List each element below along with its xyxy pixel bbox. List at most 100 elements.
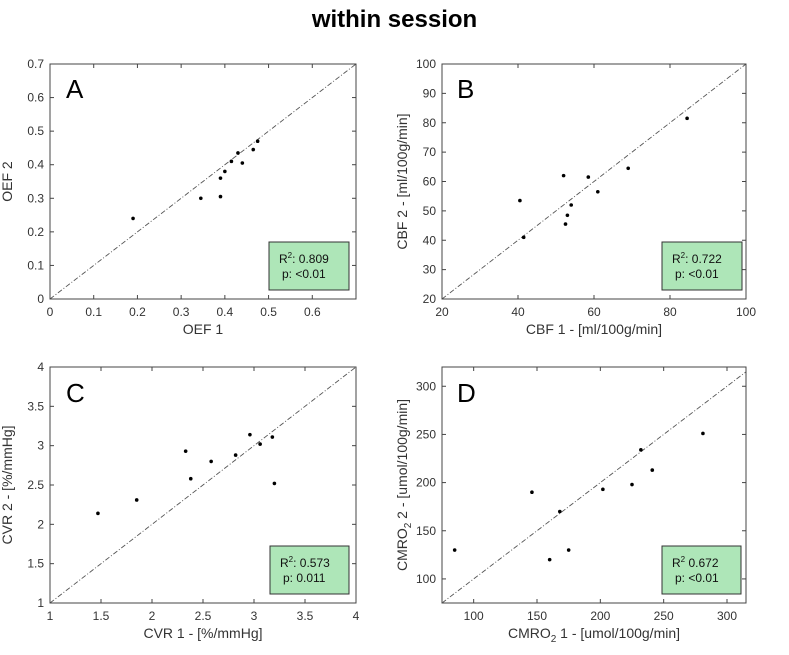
data-point xyxy=(547,557,552,562)
x-tick-label: 0.1 xyxy=(85,305,102,319)
y-tick-label: 250 xyxy=(416,427,436,441)
panel-label: A xyxy=(66,74,84,104)
data-point xyxy=(134,498,139,502)
r-squared-value: : 0.722 xyxy=(685,252,722,266)
data-point xyxy=(223,169,227,174)
data-point xyxy=(566,548,571,552)
x-tick-label: 300 xyxy=(717,609,737,623)
y-tick-label: 30 xyxy=(423,263,437,277)
x-tick-label: 100 xyxy=(736,305,756,319)
x-tick-label: 150 xyxy=(527,609,547,623)
data-point xyxy=(650,468,655,472)
x-tick-label: 0.3 xyxy=(173,305,190,319)
panel-A: 0 0.1 0.2 0.3 0.4 0.5 0.6 0 0.1 0.2 0.3 0.4 0.5 0.6 0.… xyxy=(0,57,357,337)
data-point xyxy=(601,487,605,492)
r-squared-text: R2 0.672 xyxy=(672,555,719,570)
data-point xyxy=(565,213,570,218)
y-tick-label: 200 xyxy=(416,476,436,490)
panel-label: C xyxy=(66,378,85,408)
x-axis-label: CMRO2 1 - [umol/100g/min] xyxy=(508,625,680,645)
stats-box xyxy=(661,241,743,291)
r-squared-value: : 0.573 xyxy=(293,556,330,570)
y-tick-label: 70 xyxy=(423,145,437,159)
r-squared-value: : 0.809 xyxy=(292,252,329,266)
x-tick-label: 1.5 xyxy=(93,609,110,623)
y-tick-label: 0.7 xyxy=(27,57,44,71)
p-value-text: p: <0.01 xyxy=(675,571,719,585)
p-value-text: p: <0.01 xyxy=(675,267,719,281)
data-point xyxy=(248,432,252,437)
data-point xyxy=(240,161,245,165)
figure-title: within session xyxy=(311,6,478,33)
identity-line xyxy=(441,63,747,300)
data-point xyxy=(452,548,457,552)
r-squared-value: 0.672 xyxy=(685,556,719,570)
x-tick-label: 0.5 xyxy=(260,305,277,319)
y-axis-label-sub: 2 xyxy=(403,522,414,528)
r-squared-text: R2: 0.722 xyxy=(672,251,722,266)
y-axis-label: OEF 2 xyxy=(0,161,15,202)
data-point xyxy=(685,116,689,121)
r-squared-text: R2: 0.573 xyxy=(280,555,330,570)
x-axis-label-main: CMRO xyxy=(508,625,551,641)
stats-box xyxy=(269,545,350,595)
data-point xyxy=(251,147,256,152)
data-point xyxy=(183,449,188,453)
data-point xyxy=(229,159,234,164)
plot-area-frame xyxy=(49,63,357,300)
plot-area-frame xyxy=(441,366,747,604)
y-tick-label: 1.5 xyxy=(27,557,44,571)
data-point xyxy=(236,151,240,155)
data-point xyxy=(563,222,568,226)
y-tick-label: 300 xyxy=(416,379,436,393)
data-point xyxy=(630,482,634,487)
r-squared-superscript: 2 xyxy=(288,251,293,260)
y-axis-label: CMRO2 2 - [umol/100g/min] xyxy=(394,399,414,571)
data-point xyxy=(209,459,213,464)
y-tick-label: 0.2 xyxy=(27,225,44,239)
data-point xyxy=(218,176,223,180)
r-squared-label: R xyxy=(672,252,681,266)
identity-line xyxy=(49,366,357,604)
y-tick-label: 0.3 xyxy=(27,191,44,205)
y-tick-label: 50 xyxy=(423,204,437,218)
y-tick-label: 0.5 xyxy=(27,124,44,138)
data-point xyxy=(558,509,562,514)
y-axis-label: CVR 2 - [%/mmHg] xyxy=(0,425,15,544)
y-axis-label: CBF 2 - [ml/100g/min] xyxy=(394,113,410,249)
y-tick-label: 40 xyxy=(423,233,437,247)
r-squared-superscript: 2 xyxy=(289,555,294,564)
y-tick-label: 90 xyxy=(423,86,437,100)
data-point xyxy=(272,481,277,486)
data-point xyxy=(569,203,573,207)
y-tick-label: 0.6 xyxy=(27,91,44,105)
x-tick-label: 250 xyxy=(654,609,674,623)
identity-line xyxy=(49,63,357,300)
x-tick-label: 2.5 xyxy=(195,609,212,623)
y-tick-label: 3 xyxy=(37,439,44,453)
x-tick-label: 3.5 xyxy=(297,609,314,623)
y-tick-label: 0.1 xyxy=(27,258,44,272)
x-tick-label: 1 xyxy=(47,609,54,623)
data-point xyxy=(218,194,223,199)
x-tick-label: 3 xyxy=(251,609,258,623)
x-tick-label: 0 xyxy=(47,305,54,319)
x-tick-label: 100 xyxy=(464,609,484,623)
r-squared-superscript: 2 xyxy=(681,251,686,260)
x-axis-label-sub: 2 xyxy=(551,634,557,645)
x-tick-label: 200 xyxy=(590,609,610,623)
data-point xyxy=(521,235,526,240)
panel-C: 1 1.5 2 2.5 3 3.5 4 1 1.5 2 2.5 3 3.5 4 C CVR 1 - [%/mm… xyxy=(0,360,360,641)
r-squared-label: R xyxy=(672,556,681,570)
panel-label: D xyxy=(457,378,476,408)
data-point xyxy=(233,453,238,457)
y-tick-label: 100 xyxy=(416,57,436,71)
data-point xyxy=(258,442,262,446)
x-tick-label: 20 xyxy=(435,305,449,319)
y-tick-label: 0 xyxy=(37,292,44,306)
stats-box xyxy=(268,241,350,291)
data-point xyxy=(188,476,193,481)
data-point xyxy=(561,173,566,178)
